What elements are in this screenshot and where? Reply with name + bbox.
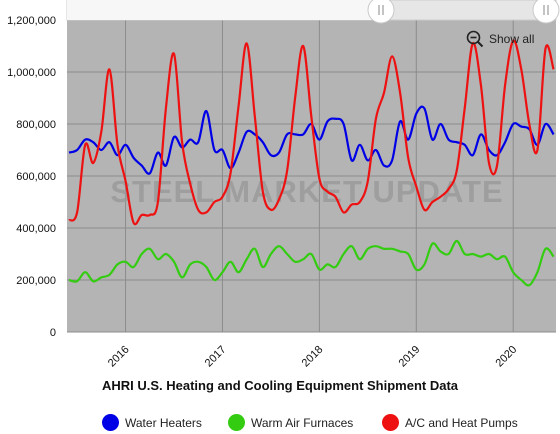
legend: Water Heaters Warm Air Furnaces A/C and …	[0, 414, 560, 434]
watermark-logo: STEEL MARKET UPDATE	[110, 174, 503, 209]
y-tick-label: 600,000	[16, 171, 56, 183]
y-tick-label: 400,000	[16, 223, 56, 235]
chart: STEEL MARKET UPDATE 0 200,000 400,000 600,0…	[7, 0, 560, 393]
y-tick-label: 0	[50, 327, 56, 339]
navigator-selection	[67, 0, 379, 20]
x-axis: 2016 2017 2018 2019 2020	[106, 344, 519, 370]
legend-item-water-heaters[interactable]: Water Heaters	[102, 414, 202, 431]
navigator-handle-left[interactable]	[367, 0, 395, 24]
show-all-label: Show all	[489, 32, 535, 46]
x-tick-label: 2019	[397, 344, 423, 370]
legend-label: Warm Air Furnaces	[251, 415, 354, 430]
legend-label: Water Heaters	[125, 415, 202, 430]
legend-item-warm-air-furnaces[interactable]: Warm Air Furnaces	[228, 414, 353, 431]
series-line-warm-air-furnaces	[68, 239, 555, 287]
y-tick-label: 800,000	[16, 119, 56, 131]
x-tick-label: 2016	[106, 344, 132, 370]
legend-label: A/C and Heat Pumps	[405, 415, 518, 430]
chart-title: AHRI U.S. Heating and Cooling Equipment …	[102, 378, 459, 393]
legend-marker	[102, 414, 119, 431]
y-tick-label: 1,200,000	[7, 15, 56, 27]
x-tick-label: 2018	[300, 344, 326, 370]
y-axis: 0 200,000 400,000 600,000 800,000 1,000,000 1,…	[7, 15, 56, 339]
zoom-out-icon	[466, 30, 484, 48]
show-all-button[interactable]: Show all	[466, 30, 534, 48]
navigator-handle-right[interactable]	[532, 0, 560, 24]
x-tick-label: 2020	[494, 344, 520, 370]
x-tick-label: 2017	[203, 344, 229, 370]
legend-marker	[228, 414, 245, 431]
legend-marker	[382, 414, 399, 431]
range-navigator	[66, 0, 560, 24]
y-tick-label: 200,000	[16, 275, 56, 287]
y-tick-label: 1,000,000	[7, 67, 56, 79]
legend-item-ac-heat-pumps[interactable]: A/C and Heat Pumps	[382, 414, 518, 431]
